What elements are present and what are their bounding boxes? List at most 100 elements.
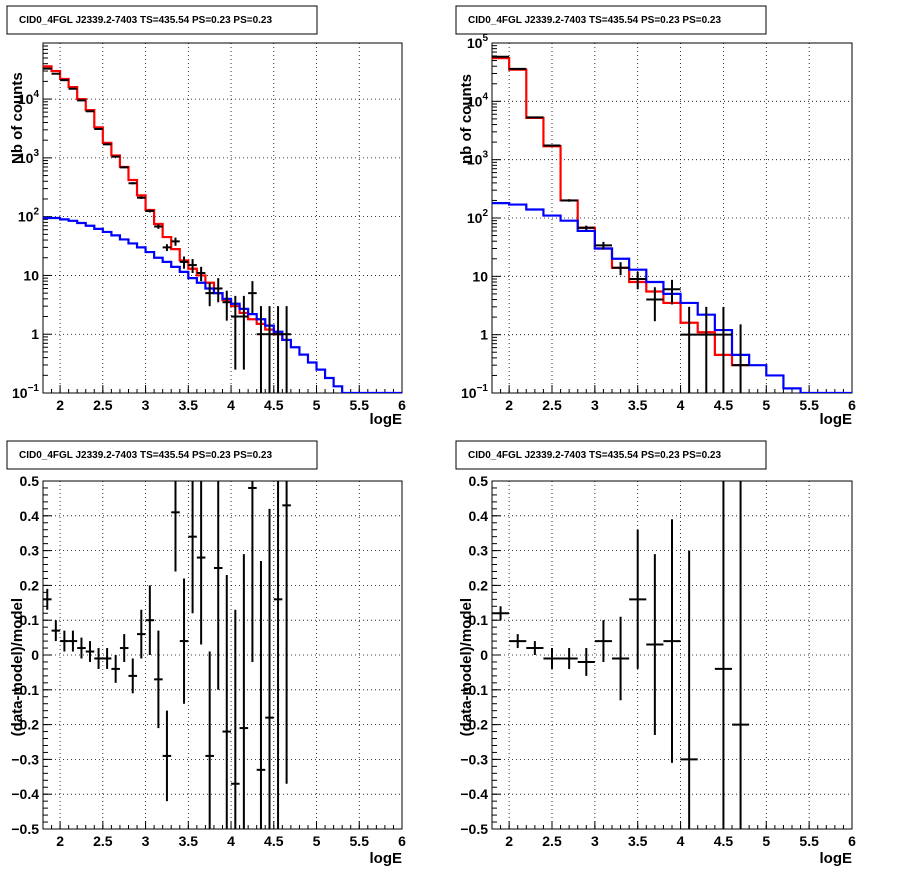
- y-tick-label: −0.1: [11, 682, 39, 698]
- x-tick-label: 5.5: [799, 833, 819, 849]
- data-point: [111, 155, 120, 158]
- x-tick-label: 5: [313, 397, 321, 413]
- x-tick-label: 5: [313, 833, 321, 849]
- data-point: [612, 262, 630, 276]
- x-tick-label: 2: [56, 397, 64, 413]
- y-tick-label: 1: [480, 327, 488, 343]
- chart-title-box: [6, 5, 318, 35]
- x-tick-label: 3.5: [628, 397, 648, 413]
- y-tick-label: 105: [467, 33, 489, 51]
- data-point: [77, 637, 86, 659]
- x-axis-title: logE: [820, 850, 853, 867]
- data-point: [213, 278, 223, 303]
- y-tick-label: 1: [31, 326, 39, 342]
- data-point: [154, 224, 163, 229]
- plot-frame: [42, 42, 403, 394]
- plot-frame: [491, 42, 853, 394]
- data-point: [85, 641, 95, 662]
- y-tick-label: 0.2: [469, 577, 489, 593]
- data-point: [77, 99, 86, 102]
- data-point: [128, 182, 138, 185]
- data-point: [179, 578, 189, 704]
- data-point: [256, 306, 266, 393]
- data-point: [663, 279, 681, 305]
- x-tick-label: 5: [762, 833, 770, 849]
- data-point: [697, 306, 715, 393]
- data-point: [239, 554, 249, 829]
- x-tick-label: 4.5: [714, 833, 734, 849]
- data-point: [543, 144, 561, 147]
- data-point: [162, 244, 172, 252]
- chart-title: CID0_4FGL J2339.2-7403 TS=435.54 PS=0.23…: [468, 15, 721, 26]
- data-point: [137, 609, 146, 659]
- data-point: [68, 87, 78, 90]
- y-tick-label: 103: [18, 148, 40, 166]
- data-point: [526, 641, 544, 655]
- y-tick-label: 0.3: [469, 543, 489, 559]
- data-point: [577, 648, 595, 676]
- data-point: [560, 199, 578, 202]
- y-tick-label: 10: [23, 267, 39, 283]
- x-tick-label: 4: [677, 397, 685, 413]
- series-group: [492, 55, 852, 393]
- x-tick-label: 2: [505, 397, 513, 413]
- data-point: [94, 127, 103, 130]
- data-point: [51, 620, 61, 642]
- data-point: [60, 79, 69, 82]
- data-point: [509, 67, 527, 70]
- y-tick-label: −0.3: [11, 751, 39, 767]
- data-point: [714, 481, 732, 829]
- y-axis-title: Nb of counts: [9, 72, 26, 164]
- y-tick-label: −0.5: [11, 821, 39, 837]
- plot-frame: [491, 480, 853, 830]
- y-tick-label: 102: [18, 207, 40, 225]
- x-tick-label: 2.5: [542, 397, 562, 413]
- y-axis-title: (data-model)/model: [458, 598, 475, 736]
- data-point: [594, 620, 612, 662]
- plot-area: 2 2.5 3 3.5 4 4.5 5 5.5 6 10−1 1 10 102 103 104 105: [461, 33, 856, 413]
- chart-title: CID0_4FGL J2339.2-7403 TS=435.54 PS=0.23…: [468, 450, 721, 461]
- data-point: [265, 306, 274, 393]
- x-tick-label: 6: [848, 833, 856, 849]
- panel-counts-left: 2 2.5 3 3.5 4 4.5 5 5.5 6 10−1 1 10 102 103 104 CID0_4…: [6, 5, 406, 428]
- y-tick-label: −0.4: [11, 786, 39, 802]
- x-tick-label: 4: [227, 397, 235, 413]
- y-tick-label: −0.1: [460, 682, 488, 698]
- data-point: [577, 225, 595, 231]
- x-tick-label: 5.5: [799, 397, 819, 413]
- y-tick-label: 0.1: [469, 612, 489, 628]
- data-point: [145, 209, 155, 213]
- y-tick-label: −0.2: [460, 717, 488, 733]
- data-point: [222, 574, 232, 829]
- data-point: [282, 481, 291, 784]
- x-tick-label: 2.5: [93, 397, 113, 413]
- y-tick-label: 0.2: [20, 577, 40, 593]
- data-point: [273, 306, 283, 393]
- data-point: [273, 481, 283, 829]
- data-point: [43, 588, 52, 610]
- data-point: [612, 616, 630, 701]
- y-tick-label: 0.4: [20, 508, 40, 524]
- plot-area: 2 2.5 3 3.5 4 4.5 5 5.5 6 −0.5 −0.4 −0.3 −0.2 −0.1 0 0.…: [460, 473, 856, 849]
- x-axis-title: logE: [820, 411, 853, 428]
- data-point: [492, 55, 510, 58]
- y-tick-label: 0.5: [20, 473, 40, 489]
- x-tick-label: 4.5: [264, 833, 284, 849]
- data-point: [265, 508, 274, 829]
- x-axis-title: logE: [370, 850, 403, 867]
- x-tick-label: 4: [227, 833, 235, 849]
- x-tick-label: 4: [677, 833, 685, 849]
- y-tick-label: 0.1: [20, 612, 40, 628]
- x-tick-label: 2: [56, 833, 64, 849]
- y-tick-label: 0: [480, 647, 488, 663]
- series-line: [492, 57, 750, 367]
- data-point: [68, 630, 78, 652]
- data-point: [162, 710, 172, 802]
- y-tick-label: 10−1: [12, 383, 39, 401]
- data-point: [137, 196, 146, 199]
- chart-title: CID0_4FGL J2339.2-7403 TS=435.54 PS=0.23…: [19, 15, 272, 26]
- y-tick-label: 104: [18, 89, 40, 107]
- panel-residuals-right: 2 2.5 3 3.5 4 4.5 5 5.5 6 −0.5 −0.4 −0.3 −0.2 −0.1 0 0.…: [455, 440, 856, 867]
- data-point: [732, 324, 750, 393]
